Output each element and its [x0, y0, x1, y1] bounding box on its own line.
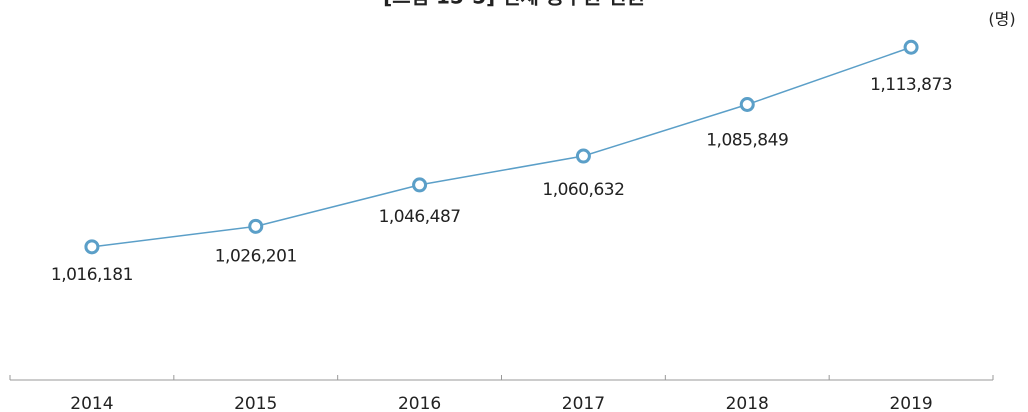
data-label: 1,016,181 [51, 265, 133, 285]
data-label: 1,026,201 [215, 246, 297, 266]
point [575, 148, 591, 164]
x-tick-label: 2014 [70, 394, 113, 412]
point [84, 239, 100, 255]
data-label: 1,060,632 [542, 180, 624, 200]
x-tick-label: 2016 [398, 394, 441, 412]
data-label: 1,113,873 [870, 75, 952, 95]
x-tick-label: 2018 [726, 394, 769, 412]
line [91, 46, 912, 248]
x-tick-label: 2017 [562, 394, 605, 412]
chart-title: [그림 15-5] 전체 공무원 현원 [383, 0, 645, 9]
unit-label: (명) [988, 10, 1015, 29]
point [412, 177, 428, 193]
data-label: 1,085,849 [706, 131, 788, 151]
point [903, 39, 919, 55]
data-label: 1,046,487 [379, 207, 461, 227]
point [739, 97, 755, 113]
point [248, 218, 264, 234]
x-tick-label: 2015 [234, 394, 277, 412]
x-tick-label: 2019 [889, 394, 932, 412]
